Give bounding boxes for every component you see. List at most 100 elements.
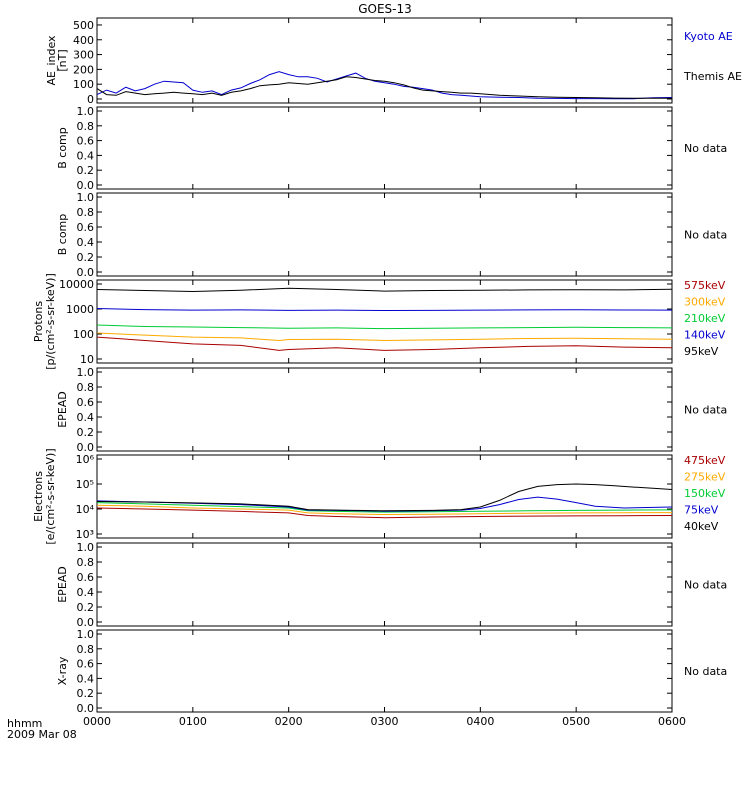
legend-210kev: 210keV bbox=[684, 312, 726, 325]
panel-frame bbox=[96, 106, 673, 190]
x-tick-label: 0000 bbox=[83, 715, 111, 728]
y-tick-label: 0.4 bbox=[77, 586, 95, 599]
y-tick-label: 0.0 bbox=[77, 179, 95, 192]
y-axis-unit-label: [e/(cm²-s-sr-keV)] bbox=[44, 448, 57, 544]
y-tick-label: 0.4 bbox=[77, 411, 95, 424]
panel-frame bbox=[96, 367, 673, 452]
y-tick-label: 1.0 bbox=[77, 628, 95, 641]
legend-75kev: 75keV bbox=[684, 504, 719, 517]
y-axis-label-line: AE_index bbox=[45, 35, 58, 86]
y-tick-label: 0.0 bbox=[77, 616, 95, 629]
y-axis-label: AE_index[nT] bbox=[45, 35, 69, 86]
y-tick-label: 0 bbox=[87, 93, 94, 106]
legend-95kev: 95keV bbox=[684, 345, 719, 358]
y-tick-label: 0.2 bbox=[77, 601, 95, 614]
y-tick-label: 10000 bbox=[59, 278, 94, 291]
y-tick-label: 1.0 bbox=[77, 541, 95, 554]
panel-epead_1: 1.0 0.8 0.6 0.4 0.2 0.0 EPEAD No data bbox=[56, 366, 727, 454]
panel-xray: 1.0 0.8 0.60.4 0.2 0.0 X-ray No data bbox=[56, 628, 727, 715]
y-tick-label: 0.6 bbox=[77, 571, 95, 584]
y-tick-label: 10⁶ bbox=[76, 453, 95, 466]
y-axis-label: EPEAD bbox=[56, 391, 69, 428]
series-line-275kev bbox=[96, 504, 673, 516]
y-tick-label: 400 bbox=[73, 34, 94, 47]
panel-frame bbox=[96, 192, 673, 277]
y-tick-label: 0.2 bbox=[77, 426, 95, 439]
series-line-75kev bbox=[96, 496, 673, 512]
y-axis-label: B comp bbox=[56, 127, 69, 169]
y-tick-label: 0.0 bbox=[77, 702, 95, 715]
date-label: 2009 Mar 08 bbox=[7, 728, 77, 741]
x-tick-label: 0100 bbox=[179, 715, 207, 728]
legend-575kev: 575keV bbox=[684, 279, 726, 292]
series-line-95kev bbox=[96, 287, 673, 293]
legend-300kev: 300keV bbox=[684, 296, 726, 309]
x-tick-label: 0200 bbox=[275, 715, 303, 728]
no-data-label: No data bbox=[684, 404, 727, 417]
y-axis-label: B comp bbox=[56, 214, 69, 256]
y-tick-label: 1000 bbox=[66, 303, 94, 316]
legend-275kev: 275keV bbox=[684, 471, 726, 484]
x-tick-label: 0300 bbox=[371, 715, 399, 728]
y-tick-label: 1.0 bbox=[77, 191, 95, 204]
y-tick-label: 0.2 bbox=[77, 251, 95, 264]
y-tick-label: 0.8 bbox=[77, 643, 95, 656]
y-axis-label: Protons bbox=[32, 301, 45, 342]
y-tick-label: 0.8 bbox=[77, 206, 95, 219]
y-axis-label: EPEAD bbox=[56, 566, 69, 603]
panel-frame bbox=[96, 17, 673, 104]
series-line-575kev bbox=[96, 336, 673, 351]
no-data-label: No data bbox=[684, 229, 727, 242]
x-tick-label: 0600 bbox=[658, 715, 686, 728]
panel-protons: 10000 1000 100 10 Protons [p/(cm²-s-sr-keV)] 5… bbox=[32, 273, 726, 370]
series-line-150kev bbox=[96, 502, 673, 513]
y-tick-label: 0.2 bbox=[77, 164, 95, 177]
series-line-300kev bbox=[96, 332, 673, 342]
panel-electrons: 10⁶ 10⁵ 10⁴ 10³ Electrons [e/(cm²-s-sr-keV)] 4… bbox=[32, 448, 726, 544]
y-tick-label: 10⁴ bbox=[76, 503, 95, 516]
y-tick-label: 300 bbox=[73, 49, 94, 62]
y-tick-label: 200 bbox=[73, 63, 94, 76]
y-tick-label: 0.0 bbox=[77, 266, 95, 279]
panel-b_comp_2: 1.0 0.8 0.6 0.4 0.2 0.0 B comp No data bbox=[56, 191, 727, 279]
y-tick-label: 500 bbox=[73, 19, 94, 32]
y-tick-label: 100 bbox=[73, 78, 94, 91]
y-tick-label: 0.4 bbox=[77, 149, 95, 162]
legend-40kev: 40keV bbox=[684, 520, 719, 533]
y-tick-label: 0.8 bbox=[77, 556, 95, 569]
series-line-40kev bbox=[96, 483, 673, 512]
y-tick-label: 10 bbox=[80, 353, 94, 366]
y-tick-label: 0.4 bbox=[77, 236, 95, 249]
no-data-label: No data bbox=[684, 142, 727, 155]
y-tick-label: 0.6 bbox=[77, 135, 95, 148]
y-tick-label: 0.6 bbox=[77, 658, 95, 671]
y-tick-label: 1.0 bbox=[77, 366, 95, 379]
chart-title: GOES-13 bbox=[358, 2, 412, 16]
no-data-label: No data bbox=[684, 665, 727, 678]
y-axis-label: X-ray bbox=[56, 656, 69, 685]
panel-frame bbox=[96, 629, 673, 713]
legend-475kev: 475keV bbox=[684, 454, 726, 467]
y-tick-label: 0.0 bbox=[77, 441, 95, 454]
series-line-kyoto-ae bbox=[96, 71, 673, 100]
legend-themis-ae: Themis AE bbox=[683, 70, 742, 83]
y-tick-label: 0.6 bbox=[77, 396, 95, 409]
legend-140kev: 140keV bbox=[684, 329, 726, 342]
legend-150kev: 150keV bbox=[684, 487, 726, 500]
y-tick-label: 10³ bbox=[76, 528, 94, 541]
series-line-themis-ae bbox=[96, 76, 672, 99]
y-tick-label: 0.8 bbox=[77, 381, 95, 394]
legend-kyoto-ae: Kyoto AE bbox=[684, 30, 733, 43]
series-line-210kev bbox=[96, 324, 673, 330]
y-axis-label-line: [nT] bbox=[56, 49, 69, 71]
y-axis-unit-label: [p/(cm²-s-sr-keV)] bbox=[44, 273, 57, 370]
x-tick-label: 0400 bbox=[466, 715, 494, 728]
y-tick-label: 0.6 bbox=[77, 221, 95, 234]
y-tick-label: 0.8 bbox=[77, 120, 95, 133]
series-line-475kev bbox=[96, 507, 673, 519]
y-tick-label: 1.0 bbox=[77, 105, 95, 118]
y-tick-label: 10⁵ bbox=[76, 478, 94, 491]
